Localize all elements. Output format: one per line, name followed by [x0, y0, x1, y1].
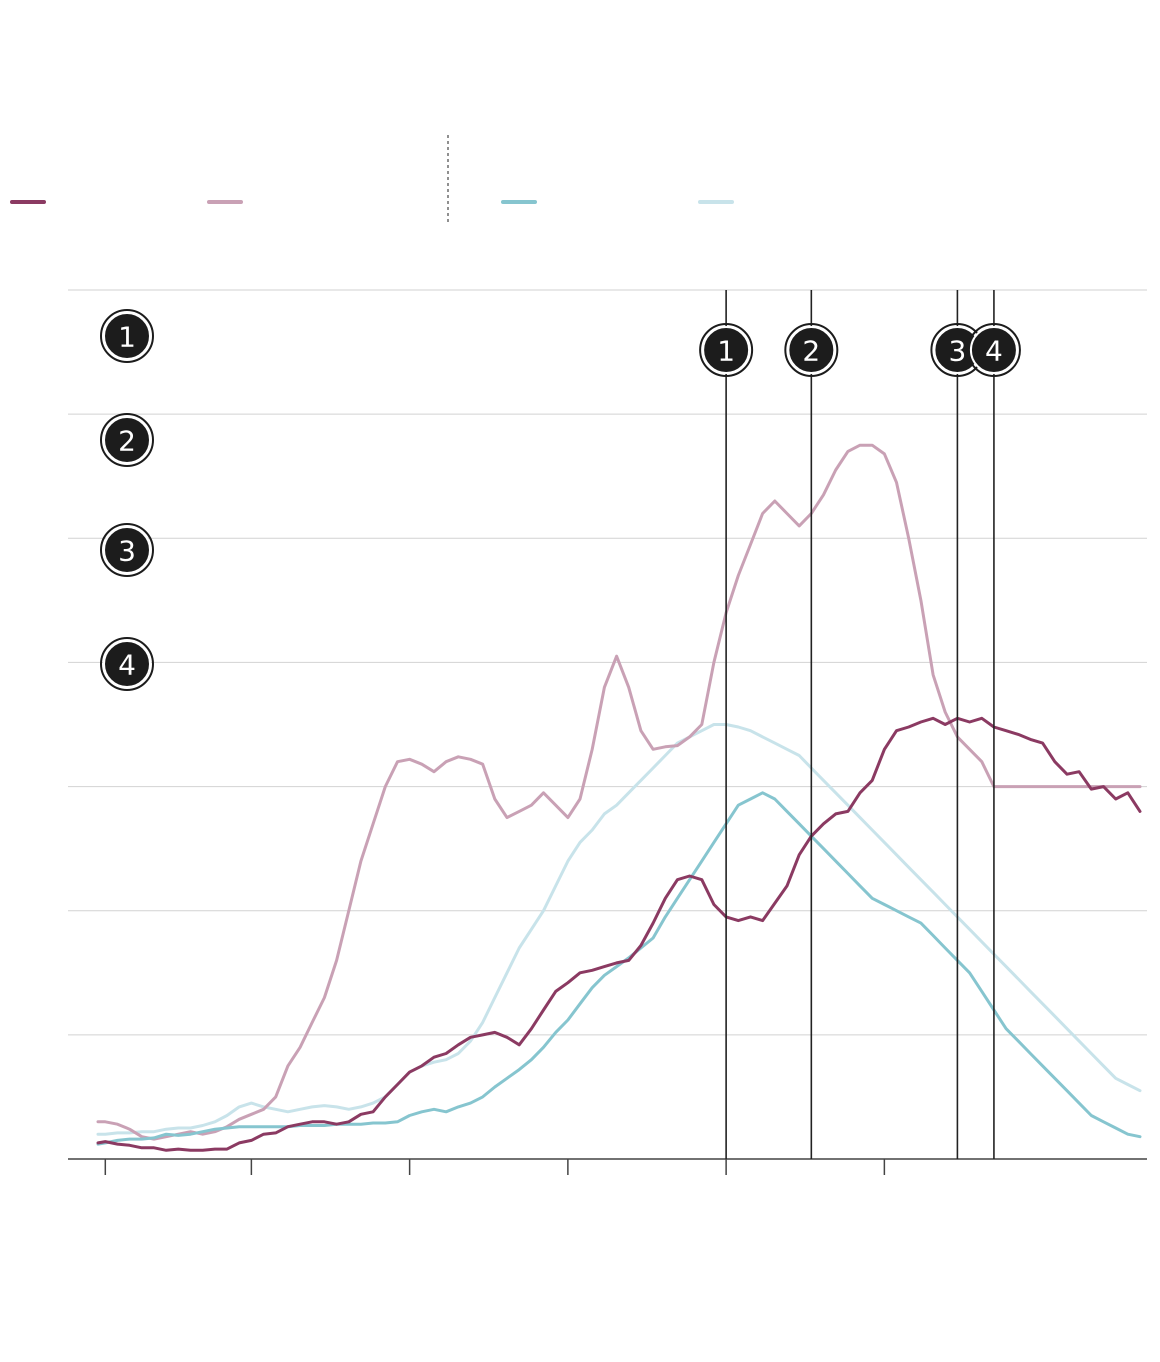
legend: [10, 135, 734, 222]
event-marker-circle-2: [787, 326, 836, 374]
note-marker-1: 1: [100, 309, 154, 363]
x-axis: [68, 1158, 1147, 1175]
note-marker-circle-1: [103, 312, 151, 360]
note-marker-circle-2: [103, 416, 151, 464]
event-marker-ring-4: [966, 323, 1021, 377]
event-marker-circle-4: [969, 326, 1018, 374]
note-marker-ring-3: [100, 523, 154, 577]
event-marker-label-1: 1: [717, 335, 735, 368]
grid: [68, 289, 1147, 1036]
event-marker-2: 2: [784, 323, 839, 377]
note-marker-label-2: 2: [118, 425, 136, 458]
note-marker-ring-2: [100, 413, 154, 467]
note-marker-label-4: 4: [118, 649, 136, 682]
series-line-series-1: [96, 716, 1142, 1152]
note-marker-4: 4: [100, 637, 154, 691]
note-marker-label-3: 3: [118, 535, 136, 568]
event-marker-label-3: 3: [948, 335, 966, 368]
series-group: [96, 443, 1142, 1152]
annotation-notes: 1 2 3 4: [100, 309, 154, 691]
event-marker-3: 3: [930, 323, 985, 377]
note-marker-ring-4: [100, 637, 154, 691]
note-marker-label-1: 1: [118, 321, 136, 354]
note-marker-ring-1: [100, 309, 154, 363]
event-marker-1: 1: [699, 323, 754, 377]
note-marker-2: 2: [100, 413, 154, 467]
event-marker-label-2: 2: [802, 335, 820, 368]
event-marker-ring-1: [699, 323, 754, 377]
event-marker-4: 4: [966, 323, 1021, 377]
note-marker-circle-4: [103, 640, 151, 688]
series-line-series-4: [96, 723, 1142, 1136]
event-marker-label-4: 4: [985, 335, 1003, 368]
note-marker-3: 3: [100, 523, 154, 577]
event-marker-ring-2: [784, 323, 839, 377]
series-line-series-3: [96, 791, 1142, 1146]
event-marker-circle-1: [702, 326, 751, 374]
series-line-series-2: [96, 443, 1142, 1141]
note-marker-circle-3: [103, 526, 151, 574]
